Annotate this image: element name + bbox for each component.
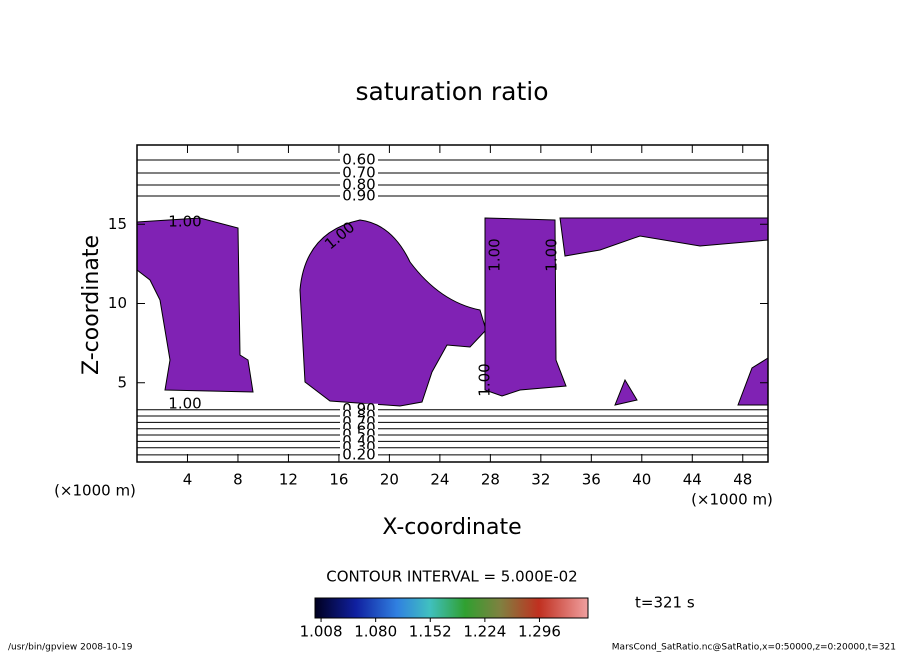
y-tick-label: 10 bbox=[108, 294, 127, 312]
x-unit: (×1000 m) bbox=[691, 491, 773, 509]
region bbox=[737, 357, 769, 406]
colorbar-tick-label: 1.080 bbox=[354, 623, 397, 641]
footer-right: MarsCond_SatRatio.nc@SatRatio,x=0:50000,… bbox=[612, 643, 896, 653]
x-tick-label: 12 bbox=[279, 471, 298, 489]
footer-left: /usr/bin/gpview 2008-10-19 bbox=[8, 643, 133, 653]
x-tick-label: 16 bbox=[329, 471, 348, 489]
x-unit: (×1000 m) bbox=[54, 482, 136, 500]
contour-label: 0.20 bbox=[342, 445, 375, 463]
contour-label-bg bbox=[340, 167, 378, 180]
time-label: t=321 s bbox=[635, 594, 695, 612]
y-axis-label: Z-coordinate bbox=[79, 235, 104, 375]
region-label: 1.00 bbox=[476, 363, 494, 396]
region bbox=[614, 378, 638, 406]
contour-label-bg bbox=[340, 190, 378, 203]
region bbox=[484, 217, 567, 397]
x-tick-label: 20 bbox=[380, 471, 399, 489]
colorbar-tick-label: 1.224 bbox=[463, 623, 506, 641]
region bbox=[299, 219, 487, 407]
x-tick-label: 44 bbox=[683, 471, 702, 489]
region-label: 1.00 bbox=[168, 395, 201, 413]
colorbar-tick-label: 1.008 bbox=[300, 623, 343, 641]
x-tick-label: 28 bbox=[481, 471, 500, 489]
contour-interval: CONTOUR INTERVAL = 5.000E-02 bbox=[326, 568, 577, 586]
x-tick-label: 32 bbox=[531, 471, 550, 489]
contour-label: 0.70 bbox=[342, 164, 375, 182]
x-tick-label: 48 bbox=[733, 471, 752, 489]
x-tick-label: 24 bbox=[430, 471, 449, 489]
supersaturated-regions bbox=[136, 217, 769, 407]
contour-label-bg bbox=[340, 178, 378, 191]
contour-label: 0.80 bbox=[342, 175, 375, 193]
region-label: 1.00 bbox=[486, 238, 504, 271]
region-label: 1.00 bbox=[168, 213, 201, 231]
y-tick-label: 5 bbox=[117, 373, 127, 391]
x-tick-label: 36 bbox=[582, 471, 601, 489]
contour-label-bg bbox=[340, 154, 378, 167]
x-tick-label: 8 bbox=[233, 471, 243, 489]
x-axis-label: X-coordinate bbox=[382, 515, 521, 540]
region bbox=[136, 217, 254, 393]
region bbox=[559, 217, 769, 257]
x-tick-label: 40 bbox=[632, 471, 651, 489]
contour-label: 0.90 bbox=[342, 187, 375, 205]
colorbar bbox=[314, 597, 589, 619]
contour-label-bg bbox=[340, 448, 378, 461]
contour-label: 0.60 bbox=[342, 151, 375, 169]
x-tick-label: 4 bbox=[183, 471, 193, 489]
chart-title: saturation ratio bbox=[355, 77, 548, 106]
colorbar-tick-label: 1.296 bbox=[518, 623, 561, 641]
y-tick-label: 15 bbox=[108, 215, 127, 233]
colorbar-tick-label: 1.152 bbox=[409, 623, 452, 641]
region-label: 1.00 bbox=[543, 238, 561, 271]
